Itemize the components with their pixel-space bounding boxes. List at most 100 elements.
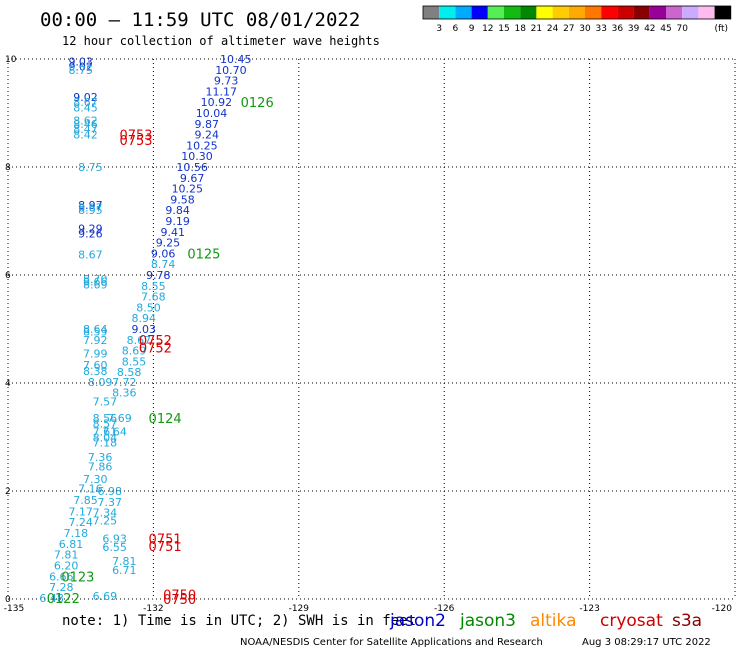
wave-height-value: 9.03 xyxy=(68,56,93,69)
wave-height-value: 10.25 xyxy=(172,183,204,196)
color-swatch xyxy=(649,6,666,19)
wave-height-value: 6.93 xyxy=(102,533,127,546)
wave-height-value: 8.67 xyxy=(78,202,103,215)
wave-height-value: 8.75 xyxy=(68,64,93,77)
y-tick-label: 4 xyxy=(5,379,11,389)
color-swatch xyxy=(504,6,521,19)
wave-height-value: 7.68 xyxy=(141,291,166,304)
wave-height-value: 10.25 xyxy=(186,139,218,152)
color-swatch xyxy=(423,6,440,19)
satellite-legend: jason2 jason3 altika cryosat s3a xyxy=(389,611,702,631)
wave-height-value: 7.30 xyxy=(83,473,108,486)
wave-height-value: 10.92 xyxy=(201,96,233,109)
x-tick-label: -135 xyxy=(4,604,24,614)
wave-height-value: 8.95 xyxy=(78,204,103,217)
color-bar-label: 42 xyxy=(644,24,655,34)
color-swatch xyxy=(439,6,456,19)
wave-height-value: 7.57 xyxy=(93,395,118,408)
wave-height-value: 7.28 xyxy=(49,581,74,594)
wave-height-value: 9.73 xyxy=(214,75,239,88)
wave-height-value: 9.67 xyxy=(180,172,205,185)
pass-time-label: 0126 xyxy=(241,96,274,111)
wave-height-value: 8.70 xyxy=(83,273,108,286)
color-bar-unit: (ft) xyxy=(714,24,728,34)
pass-time-label: 0125 xyxy=(187,247,220,262)
color-swatch xyxy=(714,6,731,19)
wave-height-value: 7.72 xyxy=(112,376,137,389)
y-tick-label: 10 xyxy=(5,55,17,65)
color-legend: 3 6 9 12 15 18 21 24 27 30 33 36 39 42 45 70 (ft) xyxy=(422,5,732,34)
wave-height-value: 8.47 xyxy=(73,123,98,136)
color-bar-label: 3 xyxy=(436,24,442,34)
color-bar-label: 21 xyxy=(531,24,542,34)
wave-height-value: 6.69 xyxy=(93,590,118,603)
wave-height-value: 8.75 xyxy=(78,161,103,174)
wave-height-value: 8.56 xyxy=(93,412,118,425)
wave-height-value: 9.78 xyxy=(146,269,171,282)
wave-height-value: 6.81 xyxy=(59,538,84,551)
pass-time-label: 0750 xyxy=(163,593,196,608)
wave-height-value: 8.67 xyxy=(73,96,98,109)
wave-height-value: 8.69 xyxy=(122,345,147,358)
x-tick-label: -132 xyxy=(143,604,163,614)
wave-height-value: 8.69 xyxy=(83,279,108,292)
pass-time-label: 0751 xyxy=(149,540,182,555)
color-bar-label: 27 xyxy=(563,24,574,34)
wave-height-value: 8.62 xyxy=(73,115,98,128)
wave-height-value: 8.38 xyxy=(83,365,108,378)
wave-height-value: 7.25 xyxy=(93,515,118,528)
wave-height-value: 6.66 xyxy=(49,570,74,583)
wave-height-value: 7.64 xyxy=(102,426,127,439)
pass-time-label: 0750 xyxy=(163,589,196,604)
wave-height-value: 7.17 xyxy=(68,506,93,519)
y-tick-label: 6 xyxy=(5,271,11,281)
pass-time-label: 0124 xyxy=(149,412,182,427)
color-bar-label: 18 xyxy=(514,24,526,34)
wave-height-value: 9.25 xyxy=(156,237,181,250)
wave-height-value: 9.41 xyxy=(161,226,186,239)
wave-height-value: 7.61 xyxy=(93,426,118,439)
wave-height-value: 7.60 xyxy=(83,359,108,372)
wave-height-value: 11.17 xyxy=(206,85,238,98)
wave-height-value: 10.45 xyxy=(220,53,252,66)
wave-height-value: 7.18 xyxy=(64,527,89,540)
y-tick-label: 2 xyxy=(5,487,11,497)
y-tick-label: 8 xyxy=(5,163,11,173)
wave-height-value: 9.24 xyxy=(194,129,219,142)
x-tick-label: -120 xyxy=(712,604,733,614)
wave-height-value: 8.67 xyxy=(127,334,152,347)
wave-height-value: 8.55 xyxy=(122,355,147,368)
color-swatch xyxy=(552,6,569,19)
pass-time-label: 0752 xyxy=(139,334,172,349)
color-swatch xyxy=(698,6,715,19)
wave-height-value: 8.64 xyxy=(83,323,108,336)
color-bar-label: 12 xyxy=(482,24,493,34)
color-swatch xyxy=(568,6,585,19)
wave-height-value: 9.84 xyxy=(165,204,190,217)
satellite-legend-item: jason2 xyxy=(389,611,446,631)
satellite-legend-item: s3a xyxy=(672,611,702,631)
color-swatch xyxy=(536,6,553,19)
wave-height-value: 10.04 xyxy=(196,107,228,120)
wave-height-value: 7.69 xyxy=(107,412,132,425)
color-swatch xyxy=(666,6,683,19)
x-tick-label: -123 xyxy=(579,604,599,614)
wave-height-value: 10.30 xyxy=(181,150,213,163)
y-tick-label: 0 xyxy=(5,595,11,605)
color-swatch xyxy=(471,6,488,19)
wave-height-value: 7.86 xyxy=(88,461,113,474)
wave-height-value: 7.85 xyxy=(73,494,98,507)
color-bar-label: 39 xyxy=(628,24,640,34)
wave-height-value: 8.97 xyxy=(78,199,103,212)
wave-height-value: 9.02 xyxy=(68,61,93,74)
color-bar-label: 24 xyxy=(547,24,559,34)
wave-height-value: 8.58 xyxy=(117,366,142,379)
wave-height-value: 6.55 xyxy=(102,541,127,554)
color-swatch xyxy=(633,6,650,19)
color-bar-border xyxy=(422,5,732,20)
color-swatch xyxy=(601,6,618,19)
wave-height-value: 10.56 xyxy=(176,161,208,174)
satellite-legend-item: cryosat xyxy=(600,611,663,631)
